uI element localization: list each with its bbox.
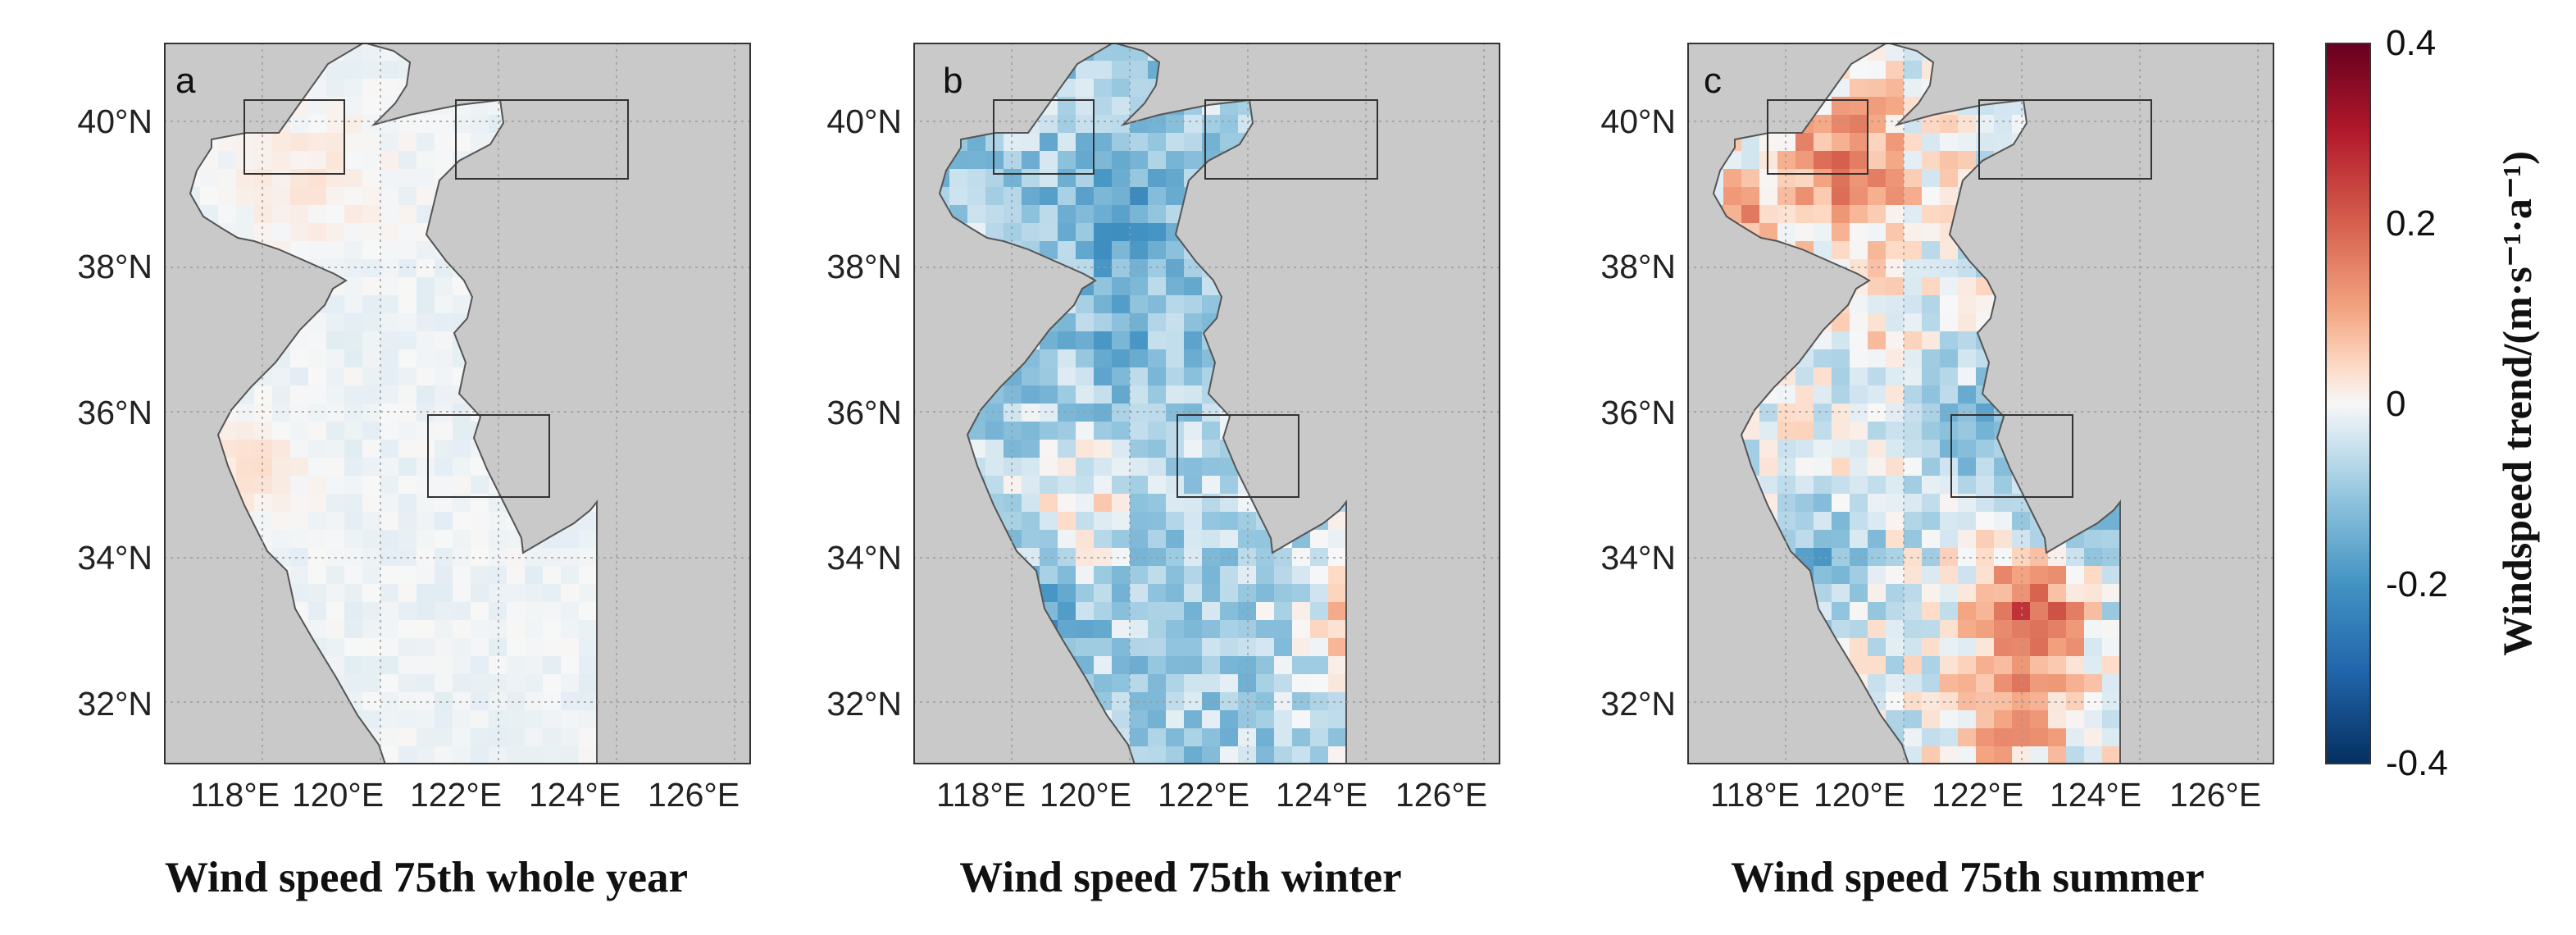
lon-label: 120°E — [292, 776, 385, 814]
lat-label: 34°N — [1600, 539, 1676, 577]
coastline — [189, 43, 598, 764]
lat-label: 32°N — [1600, 685, 1676, 723]
lon-label: 124°E — [1276, 776, 1368, 814]
caption-b: Wind speed 75th winter — [959, 854, 1402, 901]
lon-label: 122°E — [1158, 776, 1250, 814]
colorbar — [2325, 43, 2371, 764]
region-box — [993, 99, 1095, 175]
region-box — [1950, 414, 2073, 498]
lat-label: 36°N — [1600, 394, 1676, 431]
lon-label: 124°E — [529, 776, 621, 814]
colorbar-tick: -0.2 — [2386, 564, 2448, 604]
lon-label: 120°E — [1040, 776, 1132, 814]
map-panel-c: c — [1687, 43, 2274, 764]
map-panel-b: b — [913, 43, 1500, 764]
lat-label: 34°N — [77, 539, 152, 577]
map-panel-a: a — [164, 43, 751, 764]
lon-label: 122°E — [1932, 776, 2024, 814]
lon-label: 126°E — [1395, 776, 1488, 814]
coastline — [938, 43, 1347, 764]
region-box — [455, 99, 629, 180]
lat-label: 40°N — [826, 103, 902, 140]
region-box — [1767, 99, 1868, 175]
region-box — [427, 414, 550, 498]
lat-label: 32°N — [826, 685, 902, 723]
colorbar-title: Windspeed trend/(m·s⁻¹·a⁻¹) — [2494, 151, 2540, 656]
region-box — [1176, 414, 1299, 498]
lon-label: 126°E — [2169, 776, 2262, 814]
lat-label: 34°N — [826, 539, 902, 577]
panel-letter-b: b — [943, 61, 963, 101]
lat-label: 38°N — [1600, 248, 1676, 285]
lat-label: 36°N — [826, 394, 902, 431]
map-frame — [164, 43, 751, 764]
map-canvas-c — [1687, 43, 2274, 764]
lat-label: 38°N — [77, 248, 152, 285]
coastline — [1712, 43, 2121, 764]
colorbar-tick: 0.4 — [2386, 23, 2437, 63]
panel-letter-a: a — [175, 61, 196, 101]
lat-label: 36°N — [77, 394, 152, 431]
lon-label: 124°E — [2050, 776, 2142, 814]
map-canvas-b — [913, 43, 1500, 764]
lon-label: 120°E — [1814, 776, 1906, 814]
colorbar-tick: 0.2 — [2386, 203, 2437, 244]
lat-label: 32°N — [77, 685, 152, 723]
caption-c: Wind speed 75th summer — [1731, 854, 2205, 901]
map-canvas-a — [164, 43, 751, 764]
region-box — [1204, 99, 1378, 180]
lon-label: 118°E — [190, 776, 280, 814]
lon-label: 122°E — [410, 776, 503, 814]
map-frame — [1687, 43, 2274, 764]
lon-label: 118°E — [1710, 776, 1800, 814]
colorbar-tick: 0 — [2386, 384, 2406, 424]
region-box — [1978, 99, 2152, 180]
lon-label: 126°E — [648, 776, 740, 814]
lon-label: 118°E — [936, 776, 1026, 814]
lat-label: 38°N — [826, 248, 902, 285]
colorbar-tick: -0.4 — [2386, 743, 2448, 783]
panel-letter-c: c — [1704, 61, 1722, 101]
lat-label: 40°N — [77, 103, 152, 140]
region-box — [243, 99, 345, 175]
map-frame — [913, 43, 1500, 764]
caption-a: Wind speed 75th whole year — [164, 854, 689, 901]
lat-label: 40°N — [1600, 103, 1676, 140]
